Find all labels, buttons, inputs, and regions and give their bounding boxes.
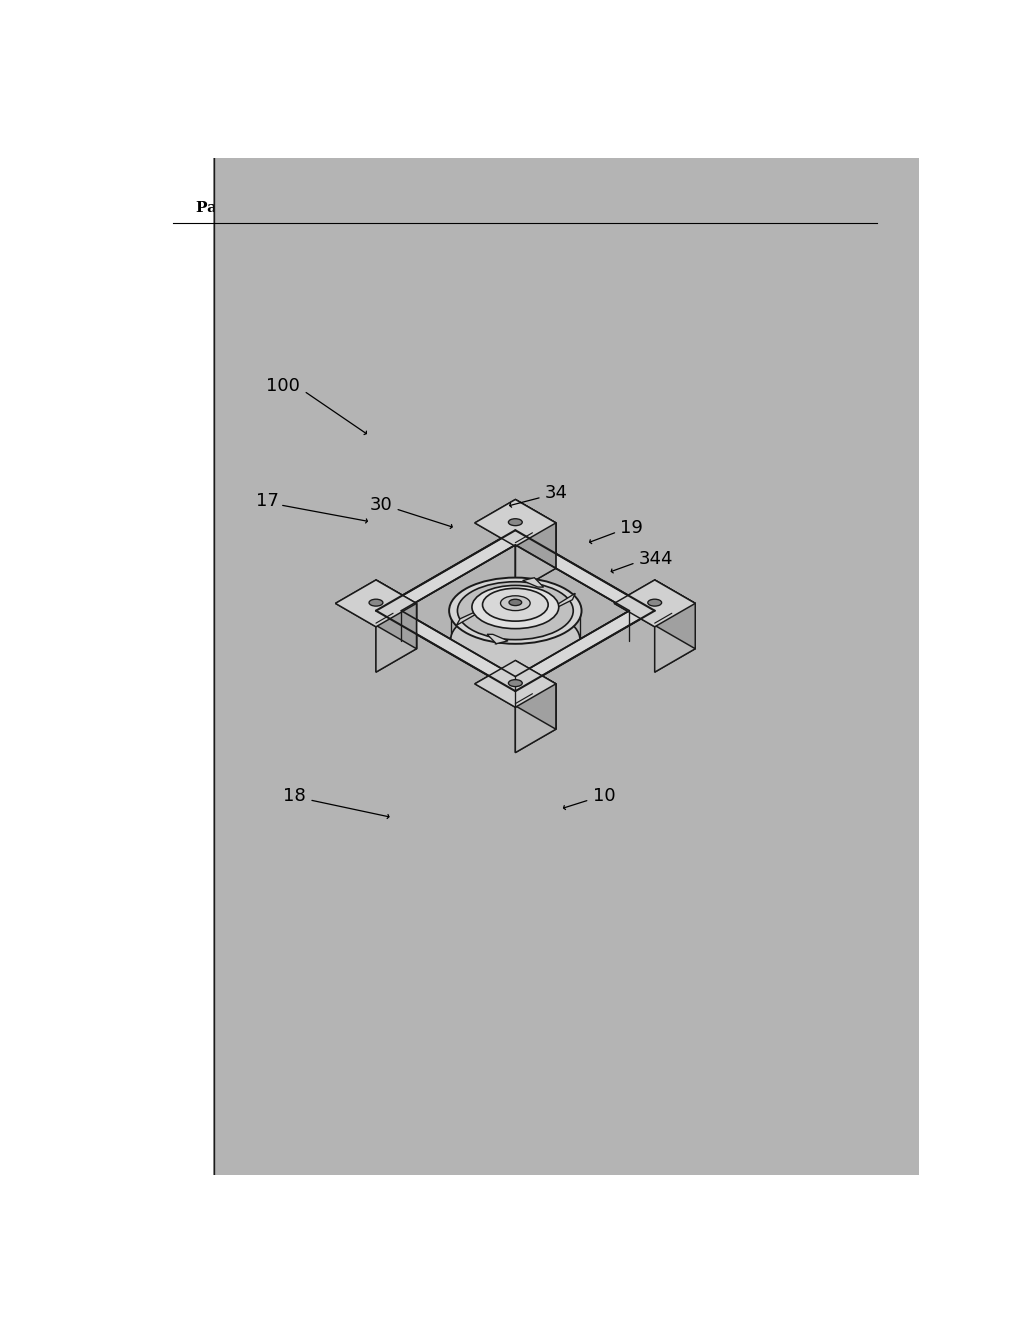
Ellipse shape <box>648 599 662 606</box>
Polygon shape <box>487 634 508 644</box>
Polygon shape <box>522 578 544 587</box>
Polygon shape <box>545 594 575 614</box>
Text: 34: 34 <box>545 484 568 503</box>
Text: 17: 17 <box>256 492 279 510</box>
Polygon shape <box>376 579 417 648</box>
Ellipse shape <box>473 586 558 628</box>
Text: 18: 18 <box>284 787 306 805</box>
Text: Patent Application Publication: Patent Application Publication <box>196 202 458 215</box>
Polygon shape <box>376 611 515 692</box>
Ellipse shape <box>472 586 559 628</box>
Polygon shape <box>515 660 556 729</box>
Polygon shape <box>487 634 508 644</box>
Polygon shape <box>515 660 556 729</box>
Polygon shape <box>515 611 654 692</box>
Ellipse shape <box>458 582 573 640</box>
Polygon shape <box>515 642 654 722</box>
Polygon shape <box>654 579 695 648</box>
Ellipse shape <box>459 582 572 639</box>
Polygon shape <box>475 499 556 546</box>
Polygon shape <box>336 579 417 627</box>
Ellipse shape <box>451 607 580 672</box>
Ellipse shape <box>648 599 662 606</box>
Ellipse shape <box>508 519 522 525</box>
Polygon shape <box>214 0 1024 1320</box>
Polygon shape <box>515 684 556 752</box>
Polygon shape <box>376 531 515 611</box>
Polygon shape <box>515 531 654 611</box>
Polygon shape <box>515 611 654 692</box>
Text: 100: 100 <box>266 376 300 395</box>
Polygon shape <box>515 684 556 752</box>
Polygon shape <box>654 603 695 672</box>
Text: 344: 344 <box>639 550 673 568</box>
Polygon shape <box>376 603 417 672</box>
Text: 19: 19 <box>621 519 643 537</box>
Ellipse shape <box>482 587 548 620</box>
Ellipse shape <box>482 589 548 622</box>
Polygon shape <box>475 660 556 708</box>
Polygon shape <box>214 0 1024 1320</box>
Polygon shape <box>376 611 515 692</box>
Polygon shape <box>475 499 556 546</box>
Polygon shape <box>654 579 695 648</box>
Ellipse shape <box>508 519 522 525</box>
Polygon shape <box>336 579 417 627</box>
Ellipse shape <box>450 578 582 644</box>
Polygon shape <box>515 523 556 591</box>
Ellipse shape <box>369 599 383 606</box>
Polygon shape <box>515 499 556 569</box>
Polygon shape <box>515 531 654 642</box>
Polygon shape <box>522 578 544 587</box>
Polygon shape <box>457 606 488 626</box>
Text: Jun. 9, 2011   Sheet 1 of 4: Jun. 9, 2011 Sheet 1 of 4 <box>389 202 611 215</box>
Polygon shape <box>515 499 556 569</box>
Ellipse shape <box>369 599 383 606</box>
Polygon shape <box>545 594 575 614</box>
Ellipse shape <box>507 599 524 607</box>
Ellipse shape <box>509 599 521 606</box>
Ellipse shape <box>451 578 580 643</box>
Polygon shape <box>515 531 654 611</box>
Polygon shape <box>614 579 695 627</box>
Polygon shape <box>457 606 488 626</box>
Polygon shape <box>472 616 558 748</box>
Polygon shape <box>376 531 515 611</box>
Polygon shape <box>515 523 556 591</box>
Polygon shape <box>475 660 556 708</box>
Text: FIG. 1: FIG. 1 <box>468 1056 582 1090</box>
Polygon shape <box>376 579 417 648</box>
Text: 10: 10 <box>593 787 615 805</box>
Polygon shape <box>515 611 654 722</box>
Text: 30: 30 <box>370 496 392 513</box>
Ellipse shape <box>508 680 522 686</box>
Polygon shape <box>614 579 695 627</box>
Polygon shape <box>515 561 654 642</box>
Ellipse shape <box>501 595 530 611</box>
Ellipse shape <box>508 680 522 686</box>
Text: US 2011/0135462 A1: US 2011/0135462 A1 <box>711 202 890 215</box>
Polygon shape <box>654 603 695 672</box>
Polygon shape <box>376 603 417 672</box>
